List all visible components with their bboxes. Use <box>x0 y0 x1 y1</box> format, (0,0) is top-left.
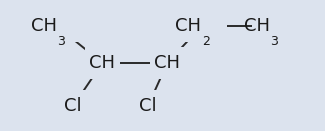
Text: 2: 2 <box>202 35 210 48</box>
Text: CH: CH <box>244 17 270 35</box>
FancyBboxPatch shape <box>39 10 82 42</box>
Text: 3: 3 <box>270 35 278 48</box>
FancyBboxPatch shape <box>55 90 91 122</box>
FancyBboxPatch shape <box>252 10 295 42</box>
Text: CH: CH <box>89 54 115 72</box>
Text: Cl: Cl <box>64 97 82 115</box>
Text: CH: CH <box>176 17 202 35</box>
Text: 3: 3 <box>58 35 65 48</box>
FancyBboxPatch shape <box>130 90 166 122</box>
FancyBboxPatch shape <box>184 10 227 42</box>
Text: Cl: Cl <box>139 97 157 115</box>
FancyBboxPatch shape <box>150 47 185 79</box>
Text: CH: CH <box>154 54 180 72</box>
Text: CH: CH <box>31 17 57 35</box>
FancyBboxPatch shape <box>84 47 120 79</box>
